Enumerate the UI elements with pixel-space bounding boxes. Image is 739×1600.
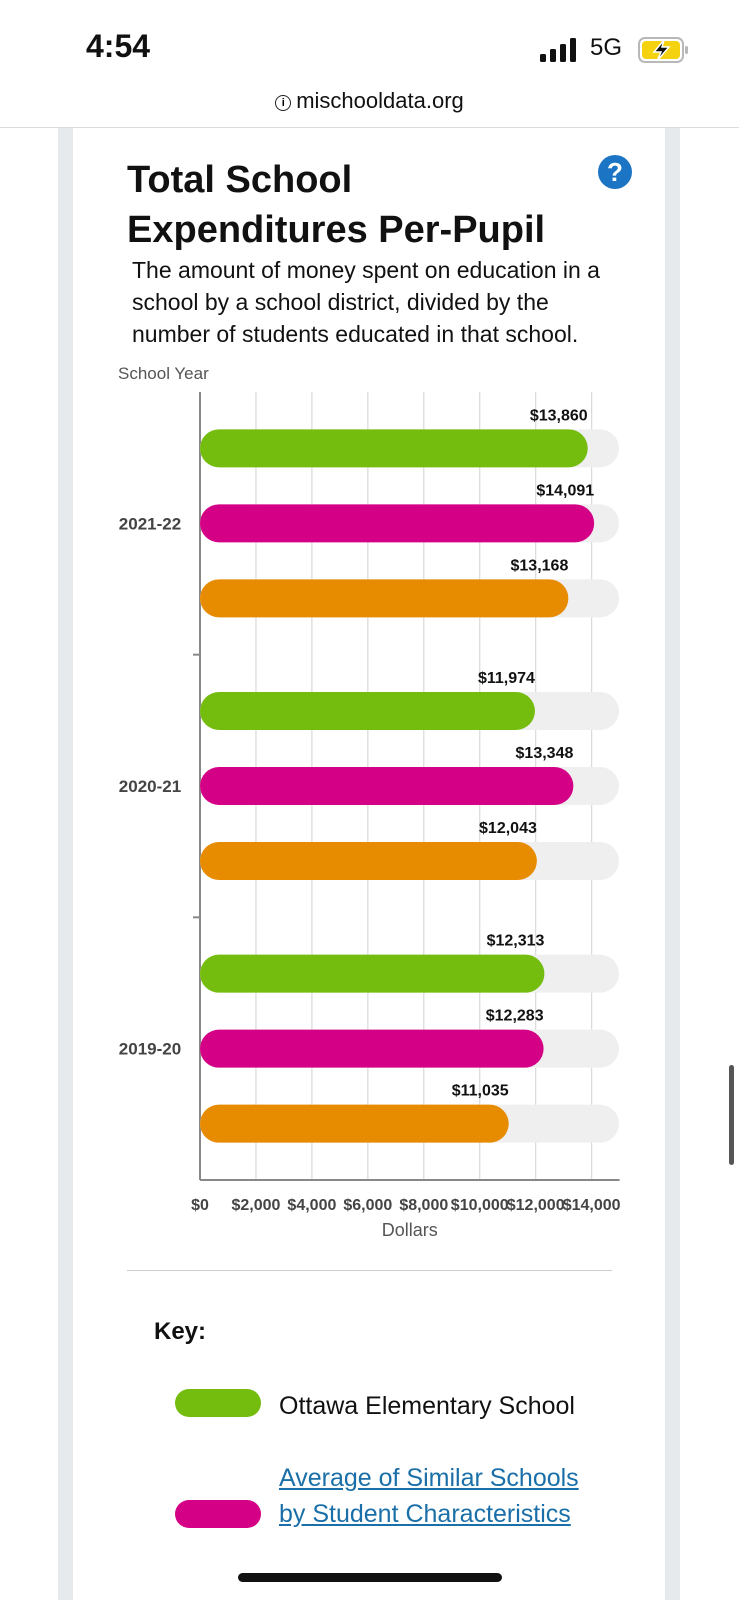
bar-value-label: $12,043	[479, 820, 537, 837]
category-label: 2019-20	[119, 1040, 181, 1059]
bar	[200, 692, 535, 730]
bar-value-label: $13,168	[511, 557, 569, 574]
category-label: 2020-21	[119, 777, 181, 796]
browser-url-bar[interactable]: i mischooldata.org	[0, 88, 739, 128]
network-type: 5G	[590, 34, 623, 61]
scroll-indicator[interactable]	[729, 1065, 734, 1165]
key-divider	[127, 1270, 612, 1271]
bar	[200, 1104, 509, 1143]
category-label: 2021-22	[119, 514, 181, 533]
battery-charging-icon	[638, 37, 688, 63]
key-link-similar-schools[interactable]: Average of Similar Schools by Student Ch…	[279, 1464, 579, 1528]
bar-value-label: $14,091	[536, 482, 594, 499]
bar	[200, 767, 574, 805]
bar	[200, 429, 588, 468]
key-title: Key:	[154, 1318, 207, 1345]
bar	[200, 579, 569, 618]
page-title: Total School Expenditures Per-Pupil	[127, 159, 546, 251]
key-swatch	[175, 1389, 261, 1417]
x-tick-label: $14,000	[563, 1197, 621, 1214]
bar-value-label: $12,283	[486, 1008, 544, 1025]
bar-value-label: $13,348	[516, 745, 574, 762]
x-tick-label: $4,000	[287, 1197, 336, 1214]
expenditure-chart: School Year $0 $2,000 $4,000 $6,000 $8,000 $10…	[118, 364, 621, 1240]
signal-bars-icon	[540, 38, 576, 62]
key-swatch	[175, 1500, 261, 1528]
status-bar: 4:54 5G	[0, 0, 739, 90]
bar-value-label: $12,313	[487, 933, 545, 950]
x-tick-label: $12,000	[507, 1197, 565, 1214]
x-tick-label: $0	[191, 1197, 209, 1214]
bar-value-label: $13,860	[530, 407, 588, 424]
x-tick-label: $8,000	[399, 1197, 448, 1214]
key-label: Ottawa Elementary School	[279, 1392, 575, 1420]
bar	[200, 954, 545, 993]
status-time: 4:54	[86, 28, 151, 64]
bar	[200, 842, 537, 880]
url-text: mischooldata.org	[296, 88, 464, 113]
help-icon[interactable]: ?	[598, 155, 632, 189]
info-icon: i	[275, 95, 292, 111]
x-axis-label: Dollars	[382, 1220, 438, 1240]
browser-divider	[0, 127, 739, 128]
bar	[200, 504, 595, 543]
x-tick-label: $6,000	[343, 1197, 392, 1214]
y-axis-label: School Year	[118, 364, 209, 383]
section-description: The amount of money spent on education i…	[132, 257, 600, 347]
bar-value-label: $11,974	[478, 670, 535, 687]
x-tick-label: $10,000	[451, 1197, 509, 1214]
bar	[200, 1029, 544, 1068]
home-indicator[interactable]	[238, 1573, 502, 1582]
bar-value-label: $11,035	[452, 1083, 509, 1100]
x-tick-label: $2,000	[231, 1197, 280, 1214]
